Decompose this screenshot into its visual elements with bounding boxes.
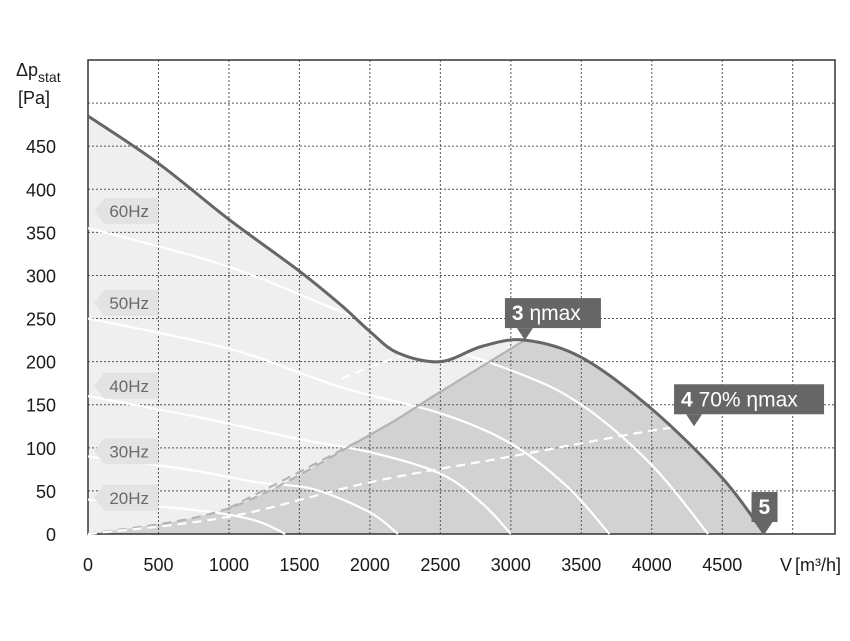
x-tick-label: 2000 — [350, 555, 390, 575]
y-tick-label: 350 — [26, 223, 56, 243]
speed-label-60Hz: 60Hz — [94, 197, 159, 224]
speed-curve-40Hz — [87, 395, 512, 535]
efficiency-line-2 — [228, 339, 526, 510]
speed-label-bg — [94, 484, 159, 511]
x-tick-label: 500 — [143, 555, 173, 575]
efficiency-line-1 — [87, 425, 695, 536]
operating-area-lower — [88, 340, 765, 534]
marker-bg — [674, 384, 825, 415]
marker-bg — [504, 298, 601, 329]
speed-label-text: 60Hz — [109, 202, 149, 221]
y-tick-label: 450 — [26, 137, 56, 157]
speed-label-40Hz: 40Hz — [94, 372, 159, 399]
plot-frame — [87, 59, 836, 535]
y-axis-title: Δpstat — [16, 60, 61, 85]
chart-grid — [87, 59, 836, 535]
chart-ticks: 0 500 1000 1500 2000 2500 3000 3500 4000 4500 0 50 1… — [26, 137, 742, 575]
y-tick-label: 50 — [36, 482, 56, 502]
marker-label: 3 ηmax — [512, 302, 581, 325]
speed-label-text: 40Hz — [109, 377, 149, 396]
x-tick-label: 0 — [83, 555, 93, 575]
chart-speed-labels: 60Hz 50Hz 40Hz 30Hz 20Hz — [94, 197, 159, 511]
speed-label-text: 30Hz — [109, 442, 149, 461]
chart-markers: 3 ηmax 4 70% ηmax 5 — [504, 298, 825, 534]
y-tick-label: 200 — [26, 353, 56, 373]
speed-curve-50Hz — [87, 317, 611, 535]
speed-label-bg — [94, 372, 159, 399]
marker-label: 5 — [759, 496, 771, 519]
speed-label-bg — [94, 438, 159, 465]
x-tick-label: 1000 — [209, 555, 249, 575]
marker-pointer — [686, 414, 703, 427]
x-tick-label: 1500 — [279, 555, 319, 575]
x-axis-unit: [m³/h] — [795, 555, 841, 575]
speed-curve-60Hz — [87, 226, 710, 535]
y-tick-label: 150 — [26, 396, 56, 416]
speed-label-bg — [94, 290, 159, 317]
x-axis-title: V — [780, 555, 792, 575]
y-tick-label: 400 — [26, 180, 56, 200]
y-tick-label: 0 — [46, 525, 56, 545]
y-tick-label: 250 — [26, 310, 56, 330]
speed-label-30Hz: 30Hz — [94, 438, 159, 465]
chart-areas — [88, 116, 765, 534]
speed-label-bg — [94, 197, 159, 224]
marker-3: 3 ηmax — [504, 298, 601, 341]
y-tick-label: 100 — [26, 439, 56, 459]
speed-label-20Hz: 20Hz — [94, 484, 159, 511]
marker-4: 4 70% ηmax — [674, 384, 825, 427]
marker-pointer — [516, 328, 533, 341]
speed-label-text: 50Hz — [109, 294, 149, 313]
marker-pointer — [756, 522, 773, 534]
y-tick-label: 300 — [26, 266, 56, 286]
marker-bg — [751, 492, 778, 522]
x-tick-label: 3500 — [561, 555, 601, 575]
x-tick-label: 3000 — [491, 555, 531, 575]
x-tick-label: 2500 — [420, 555, 460, 575]
y-axis-unit: [Pa] — [18, 88, 50, 108]
x-tick-label: 4000 — [632, 555, 672, 575]
max-curve — [87, 114, 766, 535]
speed-label-text: 20Hz — [109, 489, 149, 508]
marker-label: 4 70% ηmax — [681, 388, 798, 411]
speed-label-50Hz: 50Hz — [94, 290, 159, 317]
marker-5: 5 — [751, 492, 778, 534]
x-tick-label: 4500 — [702, 555, 742, 575]
